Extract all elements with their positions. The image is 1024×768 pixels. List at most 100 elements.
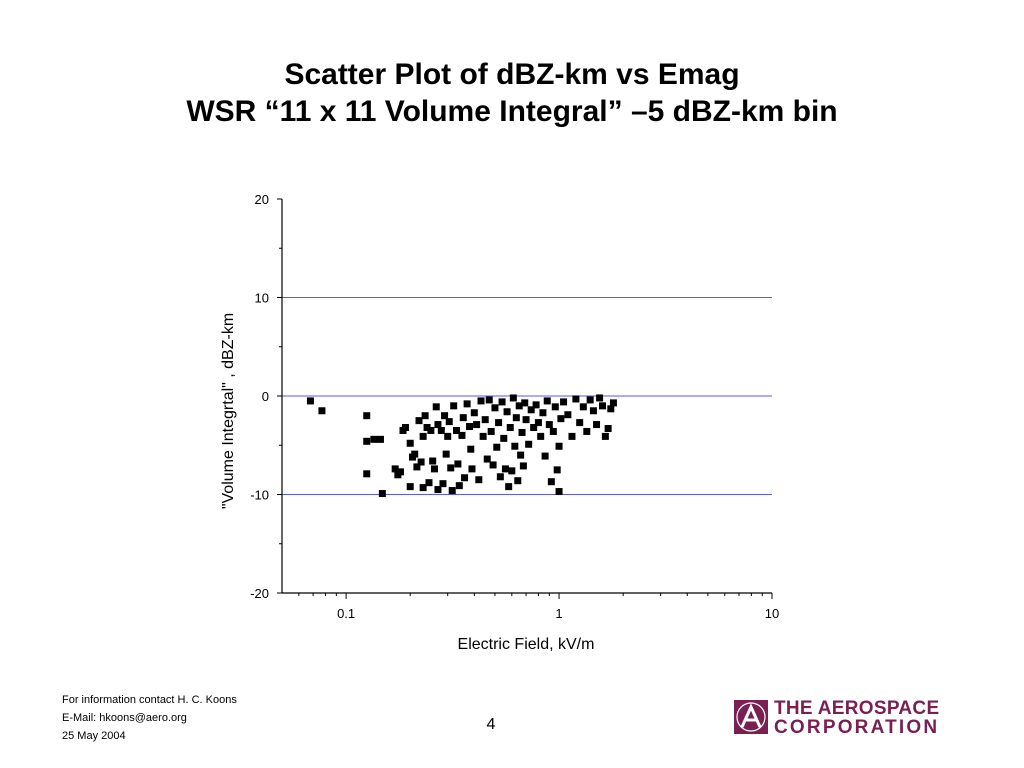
data-point [509, 394, 517, 402]
data-point [434, 486, 442, 494]
data-point [586, 396, 594, 404]
data-point [604, 425, 612, 433]
data-point [481, 416, 489, 424]
x-axis-label: Electric Field, kV/m [458, 636, 595, 653]
data-point [601, 432, 609, 440]
data-point [545, 421, 553, 429]
data-point [434, 421, 442, 429]
data-point [430, 465, 438, 473]
data-point [447, 464, 455, 472]
data-point [501, 465, 509, 473]
data-point [530, 424, 538, 432]
y-tick-label: -20 [250, 586, 269, 601]
data-point [521, 399, 529, 407]
data-point [576, 419, 584, 427]
y-axis-label: "Volume Integrtal" , dBZ-km [220, 313, 237, 509]
data-point [445, 418, 453, 426]
data-point [537, 432, 545, 440]
logo-mark-icon [734, 700, 768, 734]
data-point [442, 450, 450, 458]
data-point [493, 443, 501, 451]
data-point [427, 426, 435, 434]
data-point [477, 397, 485, 405]
data-point [363, 437, 371, 445]
x-tick-label: 0.1 [337, 606, 355, 621]
data-point [579, 403, 587, 411]
y-tick-label: 0 [262, 389, 269, 404]
data-point [543, 397, 551, 405]
data-point [599, 402, 607, 410]
data-point [437, 426, 445, 434]
data-point [503, 408, 511, 416]
data-point [489, 461, 497, 469]
data-point [363, 470, 371, 478]
data-point [470, 409, 478, 417]
data-point [527, 406, 535, 414]
data-point [609, 399, 617, 407]
data-points [306, 394, 617, 498]
data-point [541, 452, 549, 460]
page-number: 4 [486, 716, 496, 733]
data-point [406, 439, 414, 447]
data-point [553, 466, 561, 474]
data-point [396, 468, 404, 476]
data-point [467, 445, 475, 453]
data-point [532, 401, 540, 409]
data-point [444, 432, 452, 440]
data-point [479, 432, 487, 440]
data-point [419, 484, 427, 492]
data-point [421, 412, 429, 420]
data-point [514, 477, 522, 485]
data-point [506, 424, 514, 432]
data-point [461, 474, 469, 482]
data-point [425, 479, 433, 487]
data-point [557, 415, 565, 423]
data-point [378, 490, 386, 498]
data-point [525, 440, 533, 448]
data-point [406, 483, 414, 491]
y-tick-label: 20 [255, 192, 269, 207]
data-point [487, 427, 495, 435]
data-point [539, 409, 547, 417]
data-point [423, 424, 431, 432]
data-point [534, 419, 542, 427]
footer-contact: For information contact H. C. Koons [62, 694, 237, 706]
data-point [419, 432, 427, 440]
x-tick-label: 1 [555, 606, 562, 621]
data-point [413, 463, 421, 471]
data-point [564, 411, 572, 419]
data-point [318, 407, 326, 415]
y-tick-label: -10 [250, 488, 269, 503]
slide-title-line2: WSR “11 x 11 Volume Integral” –5 dBZ-km … [186, 95, 838, 128]
data-point [363, 412, 371, 420]
data-point [417, 458, 425, 466]
reference-lines [282, 297, 772, 495]
data-point [466, 423, 474, 431]
data-point [518, 428, 526, 436]
data-point [483, 455, 491, 463]
data-point [458, 431, 466, 439]
logo-text-line1: THE AEROSPACE [774, 698, 940, 719]
data-point [495, 419, 503, 427]
data-point [515, 402, 523, 410]
data-point [568, 432, 576, 440]
data-point [439, 480, 447, 488]
data-point [583, 427, 591, 435]
data-point [411, 450, 419, 458]
data-point [500, 434, 508, 442]
data-point [549, 427, 557, 435]
data-point [306, 397, 314, 405]
x-tick-label: 10 [765, 606, 779, 621]
data-point [485, 396, 493, 404]
data-point [555, 488, 563, 496]
x-axis-ticks: 0.1 1 10 [298, 593, 779, 621]
data-point [463, 400, 471, 408]
data-point [551, 403, 559, 411]
data-point [432, 403, 440, 411]
data-point [498, 398, 506, 406]
data-point [517, 451, 525, 459]
data-point [391, 465, 399, 473]
footer-email: E-Mail: hkoons@aero.org [62, 712, 187, 724]
data-point [370, 435, 378, 443]
